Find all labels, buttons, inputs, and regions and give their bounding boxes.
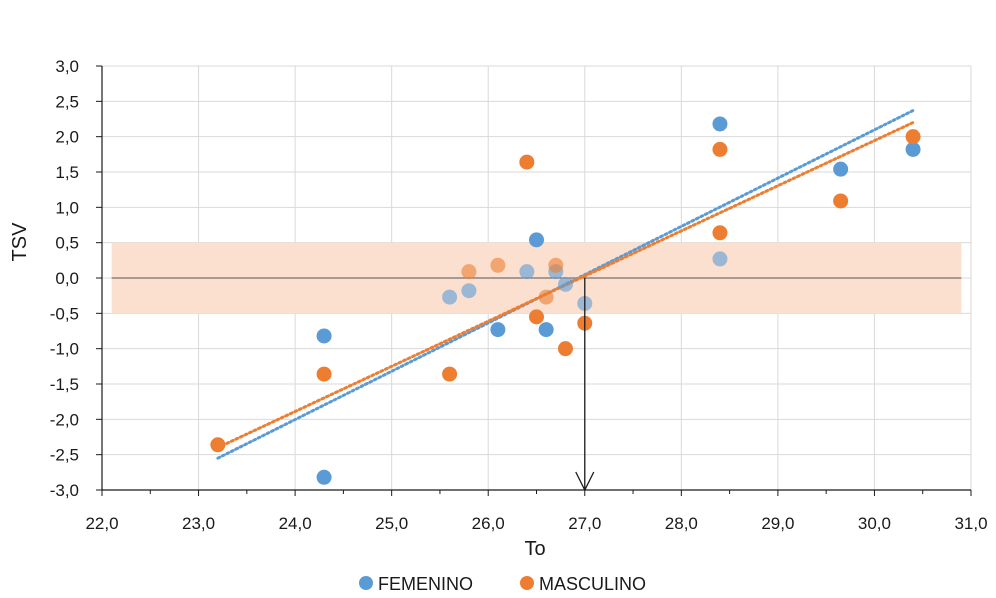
data-point-femenino [712,116,728,132]
y-tick-label: 3,0 [55,57,79,76]
data-point-femenino [316,469,332,485]
x-tick-label: 23,0 [182,514,215,533]
y-tick-label: -1,5 [50,375,79,394]
y-tick-label: -3,0 [50,481,79,500]
legend-label-femenino: FEMENINO [378,574,473,594]
y-axis-title: TSV [9,222,31,262]
y-tick-label: 2,5 [55,92,79,111]
axes [96,65,972,496]
legend: FEMENINO MASCULINO [359,574,646,594]
legend-marker-femenino [359,576,373,590]
data-point-masculino [490,257,506,273]
data-point-femenino [905,141,921,157]
x-tick-label: 22,0 [85,514,118,533]
data-point-masculino [210,437,226,453]
data-point-femenino [538,322,554,338]
x-tick-label: 26,0 [472,514,505,533]
data-point-femenino [316,328,332,344]
y-tick-label: 1,5 [55,163,79,182]
x-tick-label: 31,0 [954,514,987,533]
data-point-femenino [519,264,535,280]
x-tick-label: 29,0 [761,514,794,533]
data-point-masculino [529,309,544,325]
data-point-masculino [905,129,921,145]
x-tick-label: 30,0 [858,514,891,533]
comfort-band-layer [111,242,962,314]
reference-arrow-head [575,471,595,492]
y-tick-label: 0,0 [55,269,79,288]
tick-labels: 22,0 23,0 24,0 25,0 26,0 27,0 28,0 29,0 30,0 31,0… [50,57,988,533]
y-tick-label: -2,0 [50,410,79,429]
data-point-femenino [461,283,477,299]
legend-marker-masculino [520,576,534,590]
data-point-femenino [490,322,506,338]
data-point-femenino [442,289,458,305]
data-point-masculino [442,366,458,382]
x-tick-label: 24,0 [279,514,312,533]
x-tick-label: 25,0 [375,514,408,533]
y-tick-label: 0,5 [55,234,79,253]
data-points [210,116,921,485]
x-tick-label: 28,0 [665,514,698,533]
data-point-femenino [557,276,573,292]
y-tick-label: 1,0 [55,198,79,217]
x-tick-label: 27,0 [568,514,601,533]
y-tick-label: -1,0 [50,340,79,359]
data-point-masculino [519,154,535,170]
y-tick-label: -0,5 [50,304,79,323]
data-point-masculino [712,141,728,157]
data-point-femenino [529,232,544,248]
overlay [575,278,595,492]
data-point-masculino [538,289,554,305]
data-point-masculino [461,264,477,280]
data-point-femenino [712,251,728,267]
legend-label-masculino: MASCULINO [539,574,646,594]
y-tick-label: 2,0 [55,128,79,147]
data-point-femenino [833,161,849,177]
y-tick-label: -2,5 [50,446,79,465]
data-point-masculino [316,366,332,382]
data-point-masculino [557,341,573,357]
data-point-masculino [712,225,728,241]
data-point-masculino [548,257,564,273]
data-point-masculino [833,193,849,209]
x-axis-title: To [524,538,545,560]
